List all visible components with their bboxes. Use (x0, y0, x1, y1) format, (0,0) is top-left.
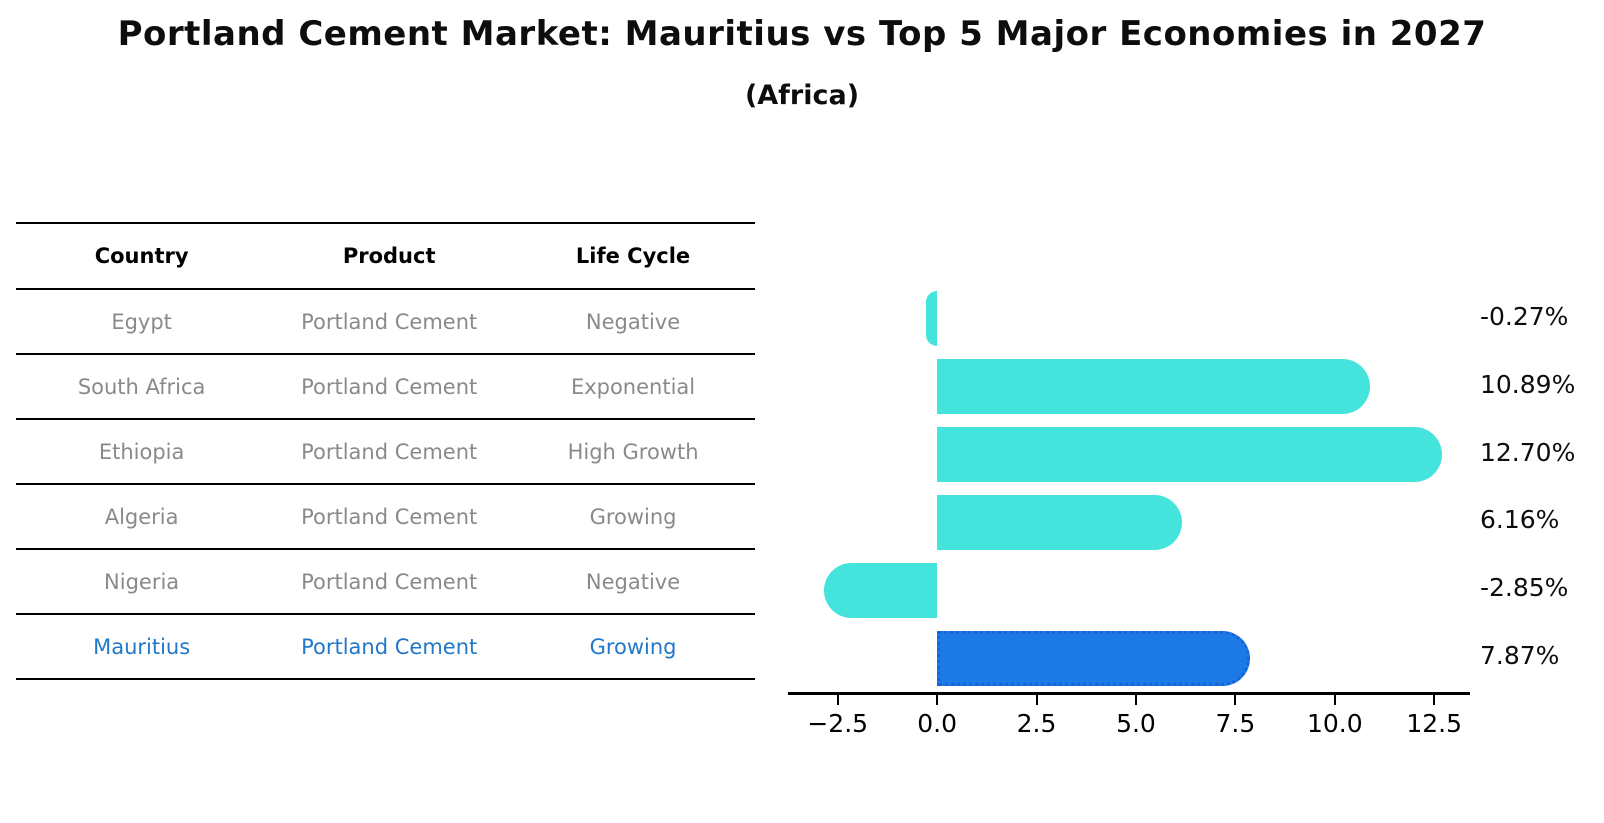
value-label-nigeria: -2.85% (1480, 573, 1569, 603)
x-axis-tick-label: 0.0 (917, 709, 957, 738)
value-label-algeria: 6.16% (1480, 505, 1560, 535)
x-axis-tick (1333, 695, 1336, 705)
x-axis-tick-label: 7.5 (1215, 709, 1256, 738)
x-axis-tick (936, 695, 939, 705)
bar-chart: -0.27% 10.89% 12.70% 6.16% -2.85% 7.87% −2.5 0.… (788, 285, 1575, 738)
table-cell-country: Nigeria (104, 569, 180, 594)
chart-subtitle: (Africa) (744, 80, 860, 111)
bar-south-africa (937, 359, 1371, 415)
data-table: Country Product Life Cycle Egypt Portland Ce… (16, 222, 755, 680)
x-axis-line (788, 692, 1470, 695)
x-axis-tick-label: 5.0 (1116, 709, 1156, 738)
table-header-life-cycle: Life Cycle (575, 244, 691, 268)
table-row: Ethiopia Portland Cement High Growth (16, 420, 755, 485)
table-header-row: Country Product Life Cycle (16, 224, 755, 290)
table-header-country: Country (94, 244, 189, 268)
table-cell-product: Portland Cement (301, 504, 478, 529)
table-cell-country: Mauritius (93, 634, 191, 659)
table-cell-product: Portland Cement (301, 439, 478, 464)
table-cell-life-cycle: Negative (585, 569, 681, 594)
x-axis-tick (1234, 695, 1237, 705)
table-cell-country: Ethiopia (98, 439, 185, 464)
x-axis-tick-label: 2.5 (1016, 709, 1057, 738)
bar-algeria (937, 494, 1183, 550)
x-axis-tick-label: −2.5 (807, 709, 869, 738)
table-cell-life-cycle: High Growth (567, 439, 699, 464)
x-axis-tick (1134, 695, 1137, 705)
x-axis-tick-label: 10.0 (1306, 709, 1363, 738)
x-axis-tick-label: 12.5 (1406, 709, 1463, 738)
value-label-south-africa: 10.89% (1480, 369, 1576, 399)
x-axis-tick (1035, 695, 1038, 705)
bar-ethiopia (937, 427, 1443, 483)
table-cell-country: Algeria (104, 504, 179, 529)
value-label-egypt: -0.27% (1480, 301, 1569, 331)
table-cell-product: Portland Cement (301, 569, 478, 594)
table-row: Algeria Portland Cement Growing (16, 485, 755, 550)
bar-egypt (926, 291, 938, 347)
table-cell-life-cycle: Growing (589, 504, 677, 529)
table-header-product: Product (342, 244, 436, 268)
bar-nigeria (823, 562, 938, 618)
bar-mauritius (937, 630, 1251, 686)
x-axis-tick (836, 695, 839, 705)
table-row: Egypt Portland Cement Negative (16, 290, 755, 355)
table-cell-product: Portland Cement (301, 374, 478, 399)
table-cell-country: Egypt (111, 309, 172, 334)
table-cell-product: Portland Cement (301, 634, 478, 659)
table-row: South Africa Portland Cement Exponential (16, 355, 755, 420)
table-cell-life-cycle: Growing (589, 634, 677, 659)
x-axis-tick (1433, 695, 1436, 705)
value-label-mauritius: 7.87% (1480, 641, 1560, 671)
value-label-ethiopia: 12.70% (1480, 437, 1576, 467)
table-cell-country: South Africa (77, 374, 206, 399)
table-cell-life-cycle: Exponential (570, 374, 696, 399)
chart-title: Portland Cement Market: Mauritius vs Top… (117, 14, 1487, 54)
table-cell-product: Portland Cement (301, 309, 478, 334)
table-row: Nigeria Portland Cement Negative (16, 550, 755, 615)
table-row: Mauritius Portland Cement Growing (16, 615, 755, 680)
table-cell-life-cycle: Negative (585, 309, 681, 334)
